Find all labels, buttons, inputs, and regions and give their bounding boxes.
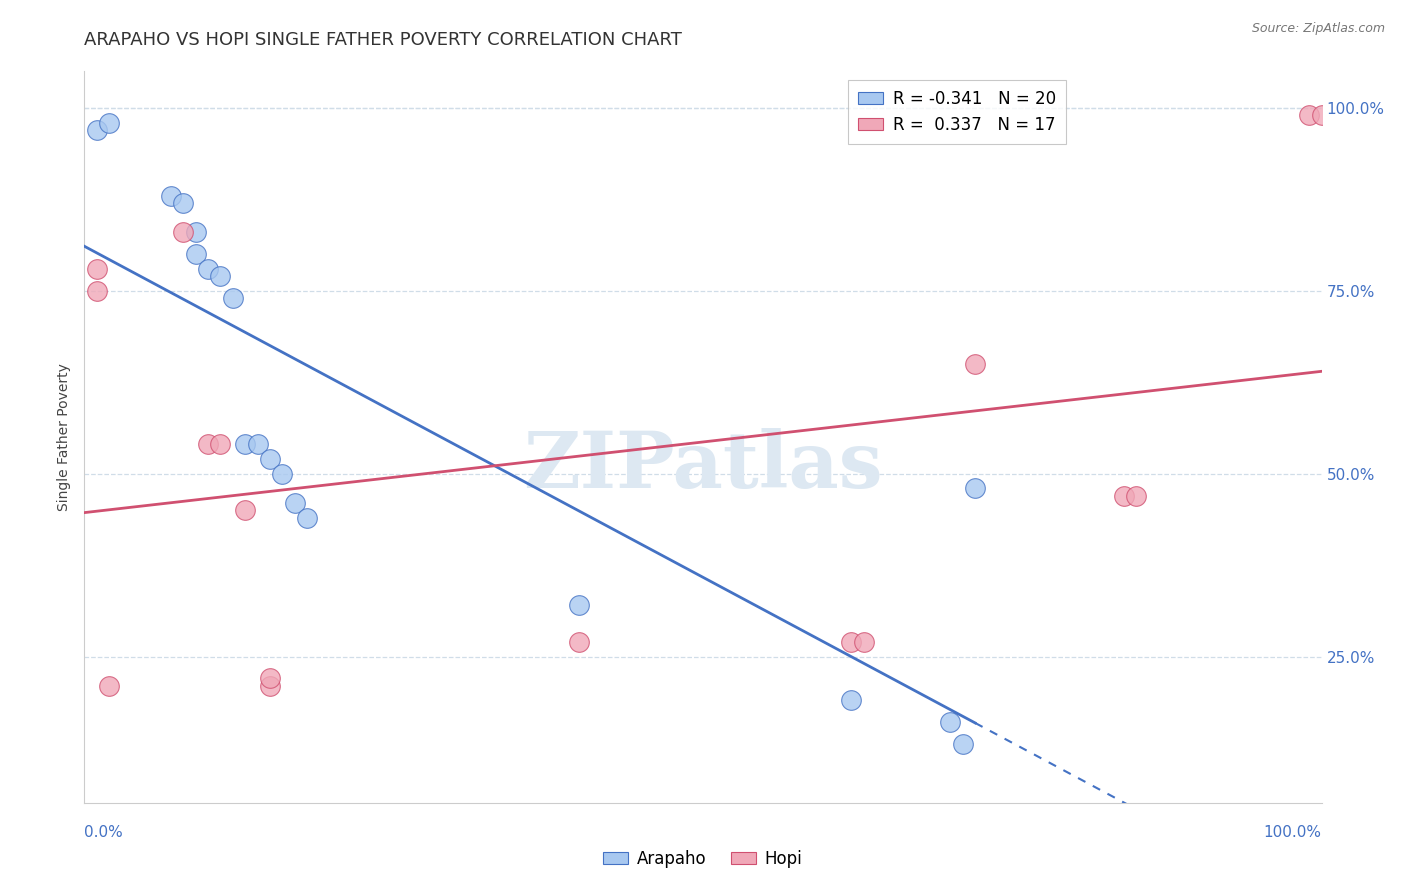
Point xyxy=(965,481,987,495)
Point xyxy=(568,599,591,613)
Point xyxy=(222,291,245,305)
Point xyxy=(568,635,591,649)
Point xyxy=(246,437,269,451)
Point xyxy=(86,284,108,298)
Point xyxy=(1298,108,1320,122)
Y-axis label: Single Father Poverty: Single Father Poverty xyxy=(58,363,72,511)
Point xyxy=(259,672,281,686)
Text: ZIPatlas: ZIPatlas xyxy=(523,428,883,504)
Point xyxy=(259,679,281,693)
Point xyxy=(172,225,194,239)
Point xyxy=(209,269,232,284)
Point xyxy=(197,261,219,276)
Text: 0.0%: 0.0% xyxy=(84,825,124,840)
Point xyxy=(98,115,121,129)
Text: 100.0%: 100.0% xyxy=(1264,825,1322,840)
Point xyxy=(184,225,207,239)
Point xyxy=(1112,489,1135,503)
Point xyxy=(852,635,875,649)
Point xyxy=(233,503,256,517)
Text: Source: ZipAtlas.com: Source: ZipAtlas.com xyxy=(1251,22,1385,36)
Point xyxy=(952,737,974,751)
Point xyxy=(271,467,294,481)
Point xyxy=(86,261,108,276)
Point xyxy=(965,357,987,371)
Point xyxy=(172,196,194,211)
Point xyxy=(939,715,962,730)
Legend: Arapaho, Hopi: Arapaho, Hopi xyxy=(596,844,810,875)
Point xyxy=(841,635,863,649)
Point xyxy=(209,437,232,451)
Point xyxy=(841,693,863,707)
Point xyxy=(160,188,183,202)
Text: ARAPAHO VS HOPI SINGLE FATHER POVERTY CORRELATION CHART: ARAPAHO VS HOPI SINGLE FATHER POVERTY CO… xyxy=(84,31,682,49)
Point xyxy=(86,123,108,137)
Point xyxy=(1125,489,1147,503)
Point xyxy=(1310,108,1333,122)
Point xyxy=(233,437,256,451)
Point xyxy=(184,247,207,261)
Point xyxy=(295,510,318,524)
Point xyxy=(284,496,307,510)
Point xyxy=(98,679,121,693)
Legend: R = -0.341   N = 20, R =  0.337   N = 17: R = -0.341 N = 20, R = 0.337 N = 17 xyxy=(848,79,1066,144)
Point xyxy=(259,452,281,467)
Point xyxy=(197,437,219,451)
